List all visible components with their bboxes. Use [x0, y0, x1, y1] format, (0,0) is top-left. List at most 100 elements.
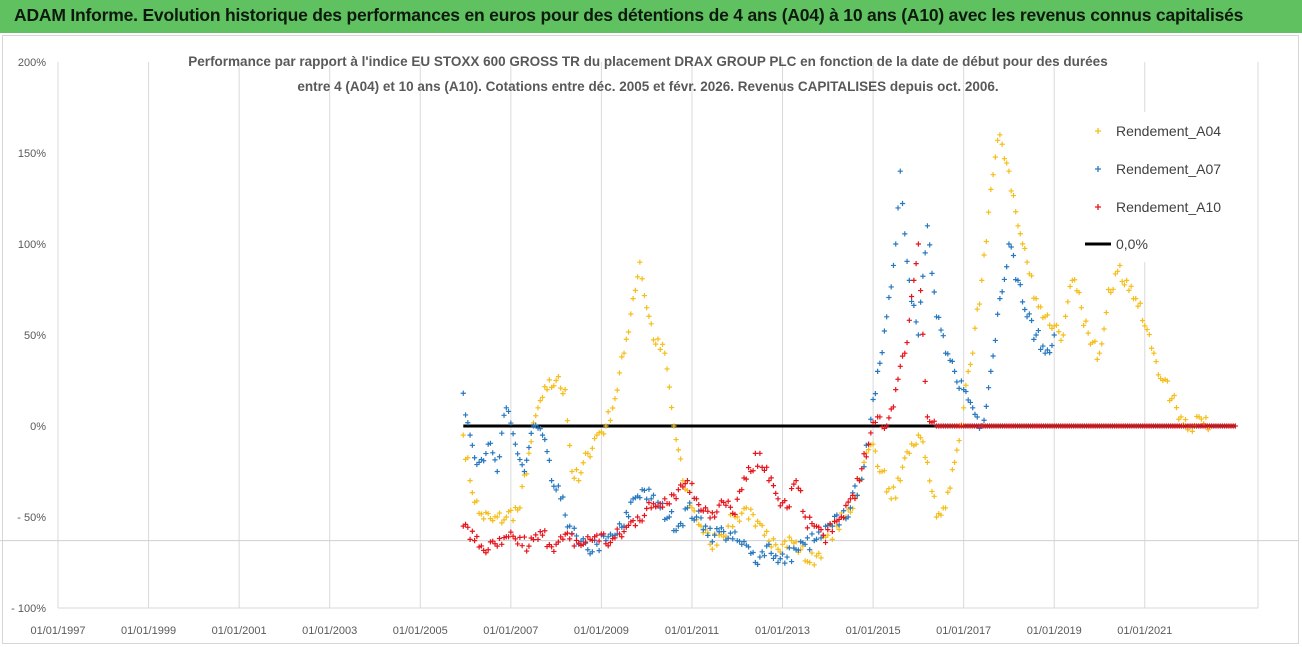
point-marker	[777, 503, 783, 509]
point-marker	[698, 515, 704, 521]
point-marker	[750, 468, 756, 474]
point-marker	[884, 314, 890, 320]
y-tick-label: 100%	[18, 239, 46, 251]
point-marker	[949, 358, 955, 364]
point-marker	[537, 529, 543, 535]
point-marker	[1103, 309, 1109, 316]
y-tick-label: 0%	[30, 421, 46, 433]
point-marker	[472, 455, 478, 461]
legend-swatch	[1095, 166, 1101, 172]
point-marker	[827, 521, 833, 527]
point-marker	[884, 489, 890, 495]
point-marker	[666, 501, 672, 507]
legend-item-rendement_a04: Rendement_A04	[1095, 123, 1221, 139]
point-marker	[1173, 405, 1180, 411]
point-marker	[911, 277, 917, 283]
point-marker	[553, 377, 559, 384]
point-marker	[555, 483, 561, 489]
x-tick-label: 01/01/2003	[302, 625, 357, 637]
point-marker	[807, 514, 813, 520]
point-marker	[465, 455, 471, 461]
point-marker	[1171, 392, 1177, 399]
point-marker	[1013, 209, 1019, 215]
point-marker	[1076, 289, 1082, 296]
point-marker	[655, 336, 661, 342]
point-marker	[628, 311, 634, 317]
point-marker	[1189, 428, 1195, 435]
point-marker	[788, 558, 795, 565]
point-marker	[610, 405, 616, 411]
point-marker	[868, 416, 874, 422]
point-marker	[1017, 231, 1023, 237]
point-marker	[641, 512, 648, 519]
point-marker	[770, 555, 777, 562]
point-marker	[503, 405, 509, 411]
point-marker	[526, 444, 532, 451]
point-marker	[605, 534, 611, 540]
point-marker	[517, 505, 523, 511]
point-marker	[967, 361, 974, 368]
point-marker	[625, 522, 632, 528]
point-marker	[496, 510, 503, 516]
point-marker	[616, 531, 623, 537]
point-marker	[481, 458, 487, 464]
point-marker	[1198, 416, 1204, 422]
point-marker	[635, 514, 641, 520]
point-marker	[1203, 414, 1209, 421]
y-tick-label: - 50%	[17, 512, 46, 524]
point-marker	[560, 391, 566, 397]
point-marker	[700, 508, 706, 514]
point-marker	[761, 467, 768, 474]
point-marker	[773, 490, 779, 496]
y-tick-label: - 100%	[11, 603, 46, 615]
point-marker	[675, 487, 681, 493]
x-tick-label: 01/01/1999	[121, 625, 176, 637]
point-marker	[562, 387, 568, 393]
point-marker	[739, 541, 745, 547]
point-marker	[938, 327, 944, 333]
point-marker	[512, 441, 518, 447]
point-marker	[895, 205, 901, 211]
point-marker	[825, 532, 831, 538]
point-marker	[460, 432, 466, 438]
point-marker	[764, 528, 770, 534]
point-marker	[802, 514, 808, 520]
point-marker	[474, 498, 480, 504]
point-marker	[913, 441, 919, 447]
point-marker	[490, 450, 496, 456]
point-marker	[668, 404, 675, 411]
point-marker	[709, 546, 715, 552]
point-marker	[804, 535, 811, 541]
point-marker	[804, 525, 811, 531]
point-marker	[918, 299, 924, 305]
point-marker	[650, 337, 657, 343]
point-marker	[755, 463, 761, 469]
point-marker	[698, 523, 704, 529]
x-tick-label: 01/01/2021	[1117, 625, 1172, 637]
point-marker	[879, 350, 885, 356]
point-marker	[528, 430, 534, 436]
point-marker	[1137, 300, 1143, 306]
point-marker	[571, 525, 577, 531]
legend-label: Rendement_A10	[1116, 199, 1221, 215]
point-marker	[870, 396, 876, 403]
point-marker	[632, 522, 638, 529]
point-marker	[779, 551, 786, 557]
chart-title-line-2: entre 4 (A04) et 10 ans (A10). Cotations…	[297, 79, 998, 94]
point-marker	[494, 543, 500, 549]
point-marker	[542, 384, 548, 390]
point-marker	[906, 450, 912, 456]
point-marker	[908, 298, 915, 305]
point-marker	[467, 536, 473, 543]
legend-background	[1080, 112, 1250, 262]
series-rendement_a04	[460, 132, 1211, 568]
point-marker	[807, 559, 813, 566]
series-rendement_a10	[460, 241, 1238, 556]
point-marker	[761, 532, 768, 538]
point-marker	[621, 528, 627, 535]
point-marker	[888, 284, 894, 290]
point-marker	[1017, 282, 1023, 288]
point-marker	[546, 377, 552, 383]
point-marker	[673, 496, 679, 502]
point-marker	[707, 515, 713, 521]
